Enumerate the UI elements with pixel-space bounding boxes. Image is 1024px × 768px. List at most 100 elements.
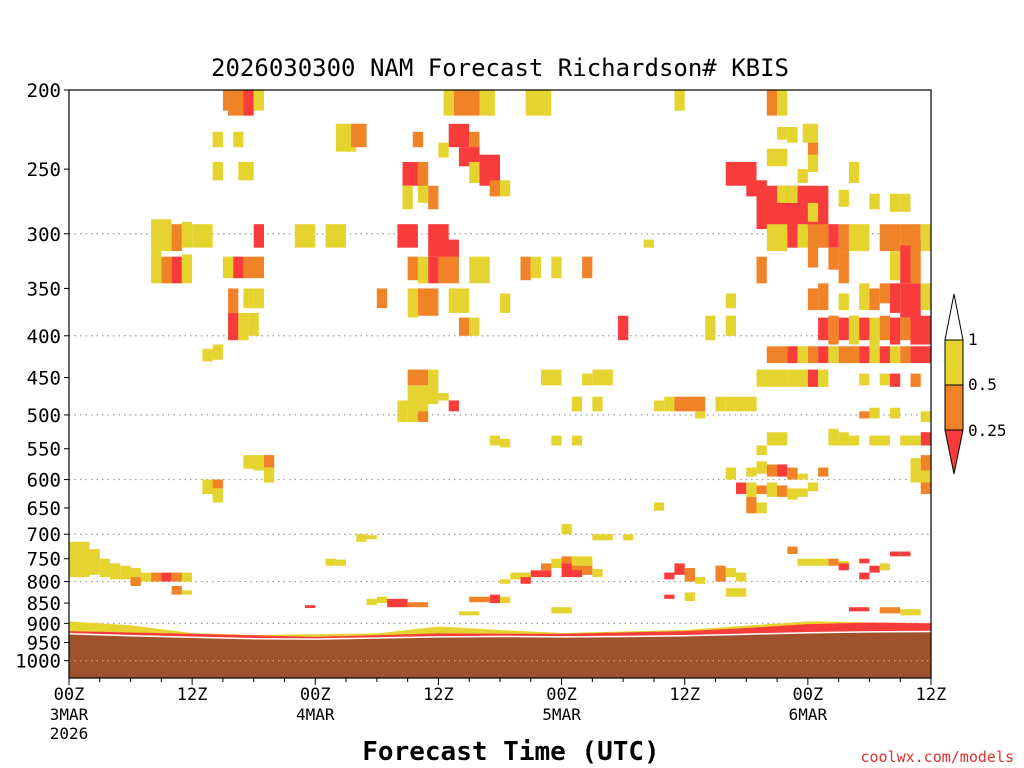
ri-cell xyxy=(766,90,778,116)
ri-cell xyxy=(571,396,583,412)
ri-cell xyxy=(438,239,459,263)
ri-cell xyxy=(294,224,316,248)
ri-cell xyxy=(828,558,839,566)
ri-cell xyxy=(335,123,357,152)
ri-cell xyxy=(889,283,901,313)
ri-cell xyxy=(243,288,254,309)
ri-cell xyxy=(879,373,890,386)
ri-cell xyxy=(530,256,542,279)
ri-cell xyxy=(151,572,162,582)
ri-cell xyxy=(766,346,788,364)
ri-cell xyxy=(787,185,798,203)
ri-cell xyxy=(797,558,829,566)
ri-cell xyxy=(582,256,593,279)
ri-cell xyxy=(530,570,552,578)
ri-cell xyxy=(807,482,819,492)
y-tick-label: 450 xyxy=(27,368,61,390)
ground-area xyxy=(69,631,931,678)
ri-cell xyxy=(263,455,275,468)
ri-cell xyxy=(725,315,737,336)
ri-cell xyxy=(407,256,418,281)
ri-cell xyxy=(838,251,849,284)
ri-cell xyxy=(233,131,244,148)
surface-layers xyxy=(68,621,932,678)
ri-cell xyxy=(777,485,788,497)
ri-cell xyxy=(802,123,819,143)
ri-cell xyxy=(766,482,778,497)
ri-cell xyxy=(130,568,141,582)
ri-cell xyxy=(243,256,264,279)
x-tick-label: 12Z xyxy=(916,685,947,705)
ri-cell xyxy=(397,224,418,248)
ri-cell xyxy=(777,185,788,203)
ri-cell xyxy=(417,161,429,190)
ri-cell xyxy=(551,607,572,614)
ri-cell xyxy=(397,400,408,422)
ri-cell xyxy=(838,189,849,207)
ri-cell xyxy=(674,90,685,111)
ri-cell xyxy=(335,559,347,566)
ri-cell xyxy=(228,90,244,116)
ri-cell xyxy=(736,572,747,582)
ri-cell xyxy=(797,346,808,364)
ri-cell xyxy=(869,193,880,210)
x-tick-date-label: 3MAR xyxy=(50,705,89,724)
ri-cell xyxy=(889,317,901,345)
ri-cell xyxy=(653,502,665,511)
ri-cell xyxy=(387,598,408,608)
ri-cell xyxy=(797,473,808,480)
ri-cell xyxy=(766,148,788,167)
ri-cell xyxy=(746,496,757,514)
ri-cell xyxy=(910,470,931,483)
ri-cell xyxy=(715,565,726,582)
ri-cell xyxy=(500,579,511,584)
ri-cell xyxy=(151,219,172,252)
ri-cell xyxy=(900,245,911,284)
ri-cell xyxy=(807,202,819,222)
ri-cell xyxy=(443,90,454,116)
y-tick-label: 600 xyxy=(27,470,61,492)
ri-cell xyxy=(900,551,911,557)
ri-cell xyxy=(725,467,737,480)
x-tick-date-label: 5MAR xyxy=(542,705,581,724)
ri-cell xyxy=(859,317,870,341)
ri-cell xyxy=(807,369,819,387)
chart-title: 2026030300 NAM Forecast Richardson# KBIS xyxy=(211,54,789,82)
ri-cell xyxy=(592,568,603,578)
ri-cell xyxy=(766,224,788,252)
ri-cell xyxy=(818,369,829,387)
ri-cell xyxy=(89,549,100,575)
ri-cell xyxy=(192,224,213,248)
ri-cell xyxy=(900,435,921,446)
ri-cell xyxy=(848,435,860,446)
ri-cell xyxy=(248,312,259,336)
ri-cell xyxy=(756,256,767,284)
ri-cell xyxy=(428,256,439,284)
y-tick-label: 850 xyxy=(27,593,61,615)
ri-cell xyxy=(448,123,470,148)
ri-cell xyxy=(428,369,439,387)
surface-line xyxy=(68,630,932,640)
ri-cell xyxy=(920,411,931,422)
ri-cell xyxy=(756,445,767,456)
ri-cell xyxy=(500,438,511,448)
legend: 1 0.5 0.25 xyxy=(944,293,1007,475)
ri-cell xyxy=(520,577,531,584)
ri-cell xyxy=(807,288,819,311)
ri-cell xyxy=(910,346,931,364)
ri-cell xyxy=(469,131,480,155)
legend-top-cap xyxy=(944,293,964,341)
ri-cell xyxy=(212,494,223,503)
ri-cell xyxy=(725,161,757,186)
x-tick-date-label: 6MAR xyxy=(789,705,828,724)
richardson-cells xyxy=(69,90,931,616)
ri-cell xyxy=(643,239,654,248)
ri-cell xyxy=(797,224,808,248)
ri-cell xyxy=(900,317,911,341)
ri-cell xyxy=(838,561,849,566)
ri-cell xyxy=(417,185,429,203)
legend-swatch-high xyxy=(944,339,964,386)
ri-cell xyxy=(838,317,849,341)
ri-cell xyxy=(715,396,726,412)
ri-cell xyxy=(458,147,480,167)
